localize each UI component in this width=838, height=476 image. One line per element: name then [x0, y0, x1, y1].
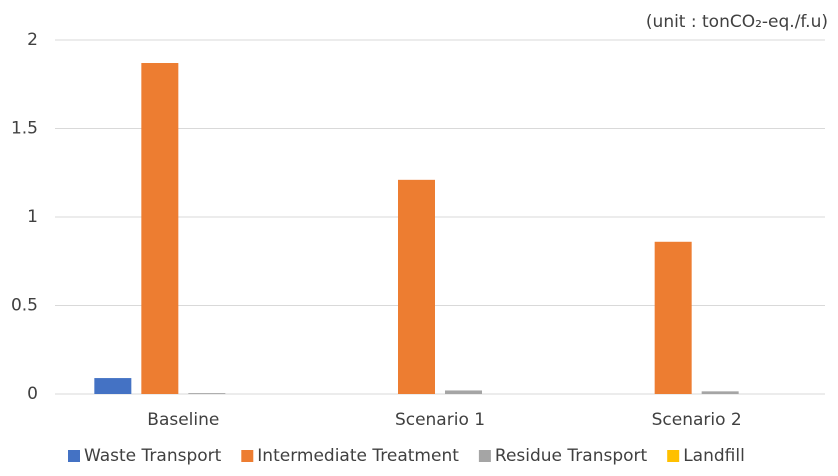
y-tick-label: 1.5 [11, 119, 38, 139]
legend-swatch [667, 450, 680, 462]
legend-label: Waste Transport [84, 446, 222, 466]
legend-swatch [68, 450, 80, 462]
bar [654, 241, 692, 394]
bar [701, 391, 739, 394]
y-tick-label: 1 [27, 207, 38, 227]
bar [141, 63, 179, 394]
y-tick-label: 0.5 [11, 296, 38, 316]
legend-swatch [241, 450, 254, 462]
bar [94, 378, 132, 394]
legend-label: Residue Transport [495, 446, 648, 466]
unit-annotation: (unit : tonCO₂-eq./f.u) [646, 12, 828, 32]
bar [398, 179, 435, 394]
legend-label: Landfill [683, 446, 745, 466]
y-tick-label: 0 [27, 384, 38, 404]
legend-swatch [478, 450, 491, 462]
x-tick-label: Scenario 2 [652, 410, 742, 430]
y-tick-label: 2 [27, 30, 38, 50]
x-tick-label: Scenario 1 [395, 410, 485, 430]
x-tick-label: Baseline [147, 410, 219, 430]
bar [445, 390, 482, 394]
legend-label: Intermediate Treatment [257, 446, 459, 466]
bar [188, 393, 226, 394]
